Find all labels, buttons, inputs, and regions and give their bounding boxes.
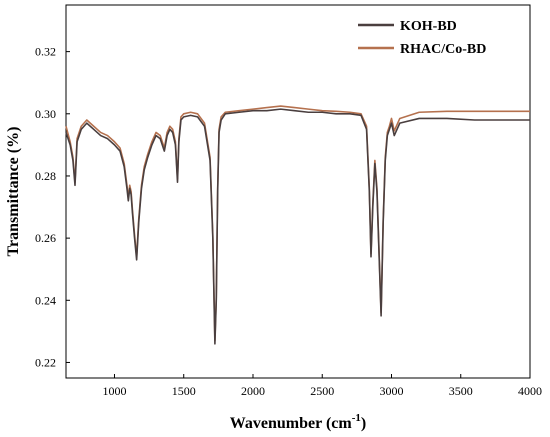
series-line-koh-bd	[65, 108, 530, 345]
y-tick-label: 0.26	[35, 231, 56, 245]
y-tick-label: 0.32	[35, 45, 56, 59]
legend-label-rhac-co-bd: RHAC/Co-BD	[400, 42, 486, 57]
x-axis-title: Wavenumber (cm-1)	[230, 412, 366, 432]
x-axis: 1000 1500 2000 2500 3000 3500 4000	[102, 374, 542, 398]
y-axis-title: Transmittance (%)	[5, 127, 22, 257]
x-tick-label: 3500	[449, 384, 473, 398]
x-tick-label: 2500	[310, 384, 334, 398]
x-tick-label: 1000	[102, 384, 126, 398]
x-tick-label: 4000	[518, 384, 542, 398]
plot-area	[65, 4, 531, 379]
y-tick-label: 0.24	[35, 293, 56, 307]
x-axis-title-main: Wavenumber (cm	[230, 415, 353, 432]
y-tick-label: 0.22	[35, 355, 56, 369]
y-tick-label: 0.30	[35, 107, 56, 121]
x-axis-title-close: )	[361, 415, 366, 432]
legend-label-koh-bd: KOH-BD	[400, 19, 457, 34]
series-group	[65, 105, 530, 345]
y-tick-label: 0.28	[35, 169, 56, 183]
x-tick-label: 3000	[379, 384, 403, 398]
x-tick-label: 2000	[241, 384, 265, 398]
x-tick-label: 1500	[172, 384, 196, 398]
legend: KOH-BD RHAC/Co-BD	[358, 19, 486, 57]
y-axis: 0.22 0.24 0.26 0.28 0.30 0.32	[35, 45, 70, 369]
plot-frame	[65, 4, 531, 379]
x-axis-title-superscript: -1	[352, 412, 361, 424]
series-line-rhac-co-bd	[65, 105, 530, 342]
